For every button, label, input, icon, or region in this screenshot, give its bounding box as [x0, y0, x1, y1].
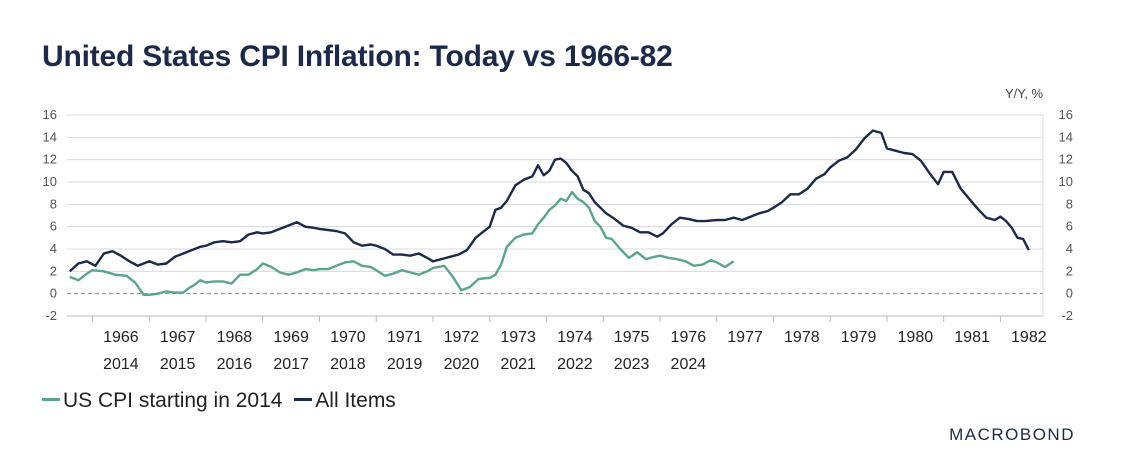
x-tick-label-primary: 1967: [160, 329, 196, 346]
y-tick-label-right: 0: [1066, 286, 1073, 301]
x-tick-label-secondary: 2022: [557, 356, 593, 373]
legend-label-cpi-2014: US CPI starting in 2014: [63, 389, 283, 412]
y-tick-label-left: 2: [50, 263, 57, 278]
y-tick-label-left: 8: [50, 196, 57, 211]
y-tick-label-left: 6: [50, 219, 57, 234]
x-tick-label-secondary: 2021: [500, 356, 536, 373]
legend-item-all-items: All Items: [294, 389, 396, 412]
x-tick-label-secondary: 2018: [330, 356, 366, 373]
x-tick-label-primary: 1974: [557, 329, 593, 346]
x-tick-label-secondary: 2015: [160, 356, 196, 373]
legend-label-all-items: All Items: [315, 389, 396, 412]
legend-item-cpi-2014: US CPI starting in 2014: [42, 389, 288, 412]
x-tick-label-primary: 1979: [841, 329, 877, 346]
macrobond-logo: MACROBOND: [949, 425, 1075, 444]
x-tick-label-primary: 1982: [1011, 329, 1047, 346]
x-tick-label-secondary: 2016: [217, 356, 253, 373]
series-line-cpi-2014: [69, 190, 735, 296]
chart-title: United States CPI Inflation: Today vs 19…: [42, 40, 673, 73]
legend-swatch-all-items: [294, 397, 313, 401]
unit-label: Y/Y, %: [1004, 86, 1043, 101]
x-tick-label-secondary: 2014: [103, 356, 139, 373]
chart-plot: -2 -2 0 0 2 2 4 4 6 6 8 8 10 10 12 12 14 14 16 16 1966 1967 1…: [43, 107, 1073, 373]
x-tick-label-primary: 1972: [444, 329, 480, 346]
y-tick-label-right: 16: [1059, 107, 1073, 122]
y-tick-label-left: 16: [43, 107, 57, 122]
x-tick-label-secondary: 2024: [671, 356, 707, 373]
y-tick-label-left: 4: [50, 241, 57, 256]
x-tick-label-primary: 1968: [217, 329, 253, 346]
x-tick-label-primary: 1973: [500, 329, 536, 346]
y-tick-label-left: 14: [43, 129, 57, 144]
y-tick-label-right: 12: [1059, 152, 1073, 167]
legend: US CPI starting in 2014 All Items: [42, 389, 402, 413]
x-tick-label-primary: 1978: [784, 329, 820, 346]
x-tick-label-primary: 1975: [614, 329, 650, 346]
y-tick-label-right: -2: [1061, 308, 1073, 323]
y-tick-label-left: -2: [45, 308, 57, 323]
y-tick-label-right: 4: [1066, 241, 1073, 256]
x-tick-label-primary: 1981: [954, 329, 990, 346]
y-tick-label-right: 2: [1066, 263, 1073, 278]
x-tick-label-primary: 1966: [103, 329, 139, 346]
x-tick-label-secondary: 2017: [273, 356, 309, 373]
series-line-all-items: [68, 129, 1030, 273]
x-tick-label-primary: 1977: [727, 329, 763, 346]
x-tick-label-primary: 1971: [387, 329, 423, 346]
y-tick-label-right: 14: [1059, 129, 1073, 144]
y-tick-label-right: 10: [1059, 174, 1073, 189]
y-tick-label-left: 12: [43, 152, 57, 167]
y-tick-label-right: 8: [1066, 196, 1073, 211]
x-tick-label-primary: 1980: [898, 329, 934, 346]
x-tick-label-primary: 1970: [330, 329, 366, 346]
y-tick-label-left: 0: [50, 286, 57, 301]
y-tick-label-right: 6: [1066, 219, 1073, 234]
x-tick-label-primary: 1969: [273, 329, 309, 346]
x-tick-label-secondary: 2019: [387, 356, 423, 373]
x-tick-label-secondary: 2020: [444, 356, 480, 373]
legend-swatch-cpi-2014: [42, 397, 60, 401]
y-tick-label-left: 10: [43, 174, 57, 189]
x-tick-label-secondary: 2023: [614, 356, 650, 373]
x-tick-label-primary: 1976: [671, 329, 707, 346]
